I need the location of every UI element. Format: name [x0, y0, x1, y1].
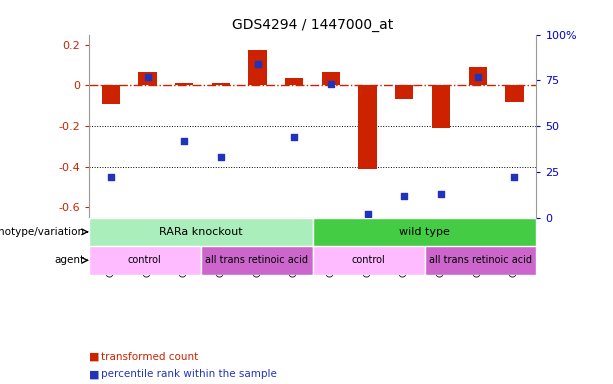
Text: percentile rank within the sample: percentile rank within the sample	[101, 369, 277, 379]
Bar	[432, 85, 450, 128]
Title: GDS4294 / 1447000_at: GDS4294 / 1447000_at	[232, 18, 394, 32]
Text: ■: ■	[89, 352, 99, 362]
Point	[326, 81, 336, 87]
Text: all trans retinoic acid: all trans retinoic acid	[429, 255, 532, 265]
Text: transformed count: transformed count	[101, 352, 199, 362]
Text: genotype/variation: genotype/variation	[0, 227, 85, 237]
Text: control: control	[128, 255, 162, 265]
Bar	[201, 246, 313, 275]
Bar	[505, 85, 524, 102]
Text: control: control	[352, 255, 386, 265]
Point	[363, 211, 373, 217]
Point	[509, 174, 519, 180]
Point	[289, 134, 299, 140]
Text: all trans retinoic acid: all trans retinoic acid	[205, 255, 308, 265]
Point	[180, 137, 189, 144]
Bar	[322, 72, 340, 85]
Bar	[395, 85, 414, 99]
Point	[436, 191, 446, 197]
Point	[400, 192, 409, 199]
Bar	[468, 67, 487, 85]
Bar	[359, 85, 377, 169]
Bar	[424, 246, 536, 275]
Bar	[89, 246, 201, 275]
Point	[473, 74, 482, 80]
Text: RARa knockout: RARa knockout	[159, 227, 243, 237]
Point	[216, 154, 226, 160]
Bar	[102, 85, 120, 104]
Point	[106, 174, 116, 180]
Bar	[89, 218, 313, 246]
Point	[253, 61, 262, 67]
Bar	[175, 83, 194, 85]
Bar	[313, 246, 424, 275]
Bar	[313, 218, 536, 246]
Text: wild type: wild type	[399, 227, 450, 237]
Bar	[139, 72, 157, 85]
Text: agent: agent	[55, 255, 85, 265]
Point	[143, 74, 153, 80]
Bar	[285, 78, 303, 85]
Bar	[248, 50, 267, 85]
Bar	[211, 83, 230, 85]
Text: ■: ■	[89, 369, 99, 379]
